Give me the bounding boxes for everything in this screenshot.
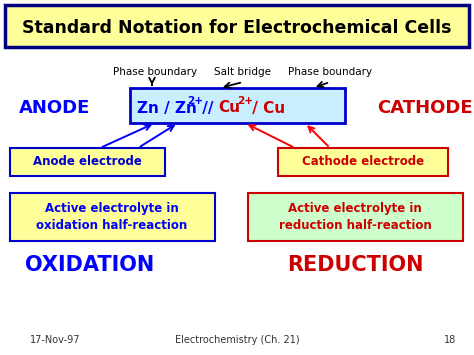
Text: 2+: 2+	[187, 96, 203, 106]
Text: 17-Nov-97: 17-Nov-97	[30, 335, 81, 345]
FancyBboxPatch shape	[5, 5, 469, 47]
Text: Electrochemistry (Ch. 21): Electrochemistry (Ch. 21)	[175, 335, 299, 345]
FancyBboxPatch shape	[278, 148, 448, 176]
Text: CATHODE: CATHODE	[377, 99, 473, 117]
Text: REDUCTION: REDUCTION	[287, 255, 423, 275]
FancyBboxPatch shape	[10, 193, 215, 241]
Text: Active electrolyte in
oxidation half-reaction: Active electrolyte in oxidation half-rea…	[36, 202, 188, 232]
Text: ANODE: ANODE	[19, 99, 91, 117]
Text: Active electrolyte in
reduction half-reaction: Active electrolyte in reduction half-rea…	[279, 202, 431, 232]
Text: Salt bridge: Salt bridge	[215, 67, 272, 77]
FancyBboxPatch shape	[130, 88, 345, 123]
Text: 18: 18	[444, 335, 456, 345]
FancyBboxPatch shape	[10, 148, 165, 176]
Text: Phase boundary: Phase boundary	[113, 67, 197, 77]
Text: OXIDATION: OXIDATION	[26, 255, 155, 275]
FancyBboxPatch shape	[248, 193, 463, 241]
Text: Anode electrode: Anode electrode	[33, 155, 141, 169]
Text: Cu: Cu	[218, 100, 240, 115]
Text: 2+: 2+	[237, 96, 253, 106]
Text: Standard Notation for Electrochemical Cells: Standard Notation for Electrochemical Ce…	[22, 19, 452, 37]
Text: Cathode electrode: Cathode electrode	[302, 155, 424, 169]
Text: Phase boundary: Phase boundary	[288, 67, 372, 77]
Text: //: //	[197, 100, 213, 115]
Text: / Cu: / Cu	[247, 100, 285, 115]
Text: Zn / Zn: Zn / Zn	[137, 100, 197, 115]
